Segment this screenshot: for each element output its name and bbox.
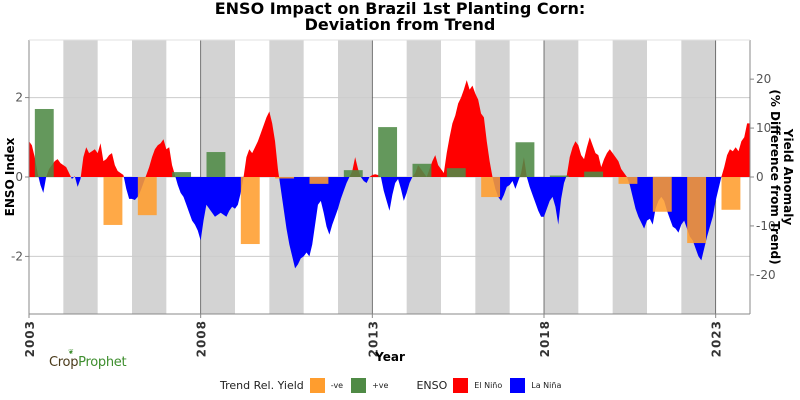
legend-yield-title: Trend Rel. Yield [220,378,304,392]
yield-bar-negative [137,177,157,216]
y-left-tick-label: 2 [15,91,23,105]
legend-swatch-yield-neg [309,377,325,393]
chart-subtitle: Deviation from Trend [305,15,496,34]
cropprophet-logo: ❦ CropProphet [49,348,127,370]
legend-swatch-yield-pos [351,377,367,393]
left-axis-ticks: -2 0 2 [11,91,29,263]
yield-bar-negative [687,177,707,244]
yield-bar-negative [618,177,638,184]
la-nina-area [29,177,750,269]
yield-bar-positive [549,175,569,177]
x-tick-label: 2003 [23,320,37,357]
x-axis-label: Year [374,350,405,364]
y-left-tick-label: 0 [15,170,23,184]
legend-label-la-nina: La Niña [531,380,562,390]
yield-bar-positive [378,127,398,177]
chart-title: ENSO Impact on Brazil 1st Planting Corn: [215,0,586,18]
yield-bar-positive [515,142,535,177]
yield-bar-positive [206,152,226,177]
y-axis-left-label: ENSO Index [3,137,17,216]
y-right-tick-label: -10 [756,219,776,233]
x-tick-label: 2018 [538,320,552,357]
yield-bar-positive [412,163,432,177]
y-axis-right-label-line1: Yield Anomaly [781,128,795,226]
yield-bar-positive [343,170,363,177]
x-tick-label: 2008 [195,320,209,357]
chart-legend: Trend Rel. Yield -ve +ve ENSO El Niño La… [220,376,569,394]
el-nino-area [29,80,750,177]
legend-swatch-la-nina [510,377,526,393]
yield-bars [34,108,741,245]
x-tick-label: 2023 [710,320,724,357]
legend-enso-title: ENSO [416,378,448,392]
y-right-tick-label: 10 [756,121,771,135]
yield-bar-negative [652,177,672,212]
yield-bar-negative [721,177,741,210]
legend-label-yield-neg: -ve [330,380,344,390]
y-left-tick-label: -2 [11,249,23,263]
yield-bar-negative [103,177,123,225]
yield-bar-negative [275,177,295,179]
right-axis-ticks: -20 -10 0 10 20 [750,72,776,282]
logo-text-crop: Crop [49,355,79,370]
sprout-icon: ❦ [68,348,74,356]
yield-bar-positive [446,168,466,177]
x-axis-ticks: 2003 2008 2013 2018 2023 [23,314,724,357]
y-right-tick-label: -20 [756,268,776,282]
y-axis-right-label-line2: (% Difference from Trend) [768,89,782,264]
y-right-tick-label: 20 [756,72,771,86]
enso-area [29,80,750,269]
legend-swatch-el-nino [453,377,469,393]
yield-bar-positive [172,172,192,177]
logo-text-prophet: Prophet [78,355,127,370]
legend-label-el-nino: El Niño [474,380,503,390]
y-right-tick-label: 0 [756,170,764,184]
yield-bar-negative [309,177,329,184]
yield-bar-negative [481,177,501,198]
x-tick-label: 2013 [366,320,380,357]
legend-label-yield-pos: +ve [372,380,389,390]
yield-bar-negative [240,177,260,245]
yield-bar-positive [34,108,54,177]
yield-bar-positive [584,171,604,177]
